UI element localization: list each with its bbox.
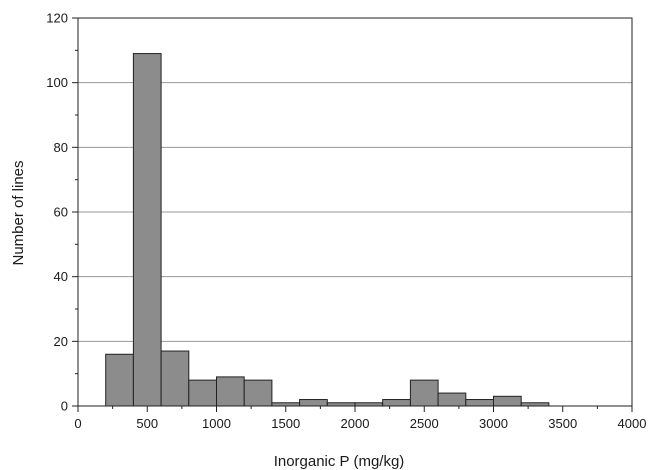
- bars: [105, 53, 550, 407]
- x-tick-label: 0: [74, 416, 81, 431]
- histogram-bar: [299, 399, 328, 407]
- x-tick-label: 3500: [548, 416, 577, 431]
- y-tick-label: 0: [61, 399, 68, 414]
- histogram-bar: [465, 399, 494, 407]
- histogram-bar: [493, 395, 522, 407]
- x-tick-label: 4000: [618, 416, 647, 431]
- x-tick-label: 3000: [479, 416, 508, 431]
- y-tick-label: 20: [54, 334, 68, 349]
- histogram-bar: [382, 399, 411, 407]
- x-tick-label: 500: [136, 416, 158, 431]
- y-tick-label: 40: [54, 269, 68, 284]
- x-tick-label: 2500: [410, 416, 439, 431]
- x-tick-label: 1500: [271, 416, 300, 431]
- x-axis-title: Inorganic P (mg/kg): [274, 453, 405, 470]
- histogram-bar: [437, 392, 467, 407]
- y-tick-label: 80: [54, 140, 68, 155]
- histogram-bar: [409, 379, 439, 407]
- histogram-bar: [243, 379, 273, 407]
- x-tick-label: 2000: [341, 416, 370, 431]
- y-axis-title: Number of lines: [10, 160, 27, 265]
- histogram-bar: [188, 379, 218, 407]
- histogram-bar: [216, 376, 245, 407]
- x-tick-label: 1000: [202, 416, 231, 431]
- histogram-bar: [132, 53, 162, 407]
- x-tick-labels: 0 500 1000 1500 2000 2500 3000 3500 4000: [74, 416, 646, 431]
- y-tick-label: 120: [46, 11, 68, 26]
- y-tick-label: 100: [46, 75, 68, 90]
- y-tick-label: 60: [54, 205, 68, 220]
- axes: [72, 17, 633, 412]
- histogram-bar: [105, 353, 134, 407]
- histogram-bar: [160, 350, 190, 407]
- y-tick-labels: 0 20 40 60 80 100 120: [46, 11, 68, 414]
